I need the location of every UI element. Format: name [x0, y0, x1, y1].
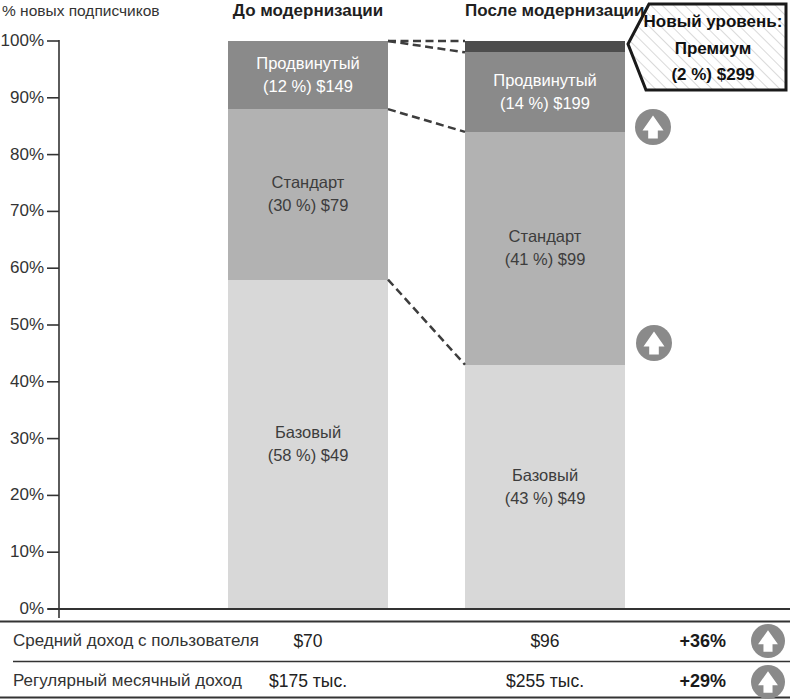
premium-callout: Новый уровень: Премиум (2 %) $299 — [642, 9, 784, 89]
segment-label: Стандарт(30 %) $79 — [228, 109, 388, 279]
y-tick-label: 60% — [0, 258, 44, 278]
bar-segment: Продвинутый(12 %) $149 — [228, 41, 388, 109]
y-tick-label: 80% — [0, 145, 44, 165]
y-tick-label: 100% — [0, 31, 44, 51]
y-tick-label: 40% — [0, 372, 44, 392]
callout-line3: (2 %) $299 — [642, 62, 784, 89]
segment-label: Базовый(58 %) $49 — [228, 280, 388, 609]
bar-column: Базовый(58 %) $49Стандарт(30 %) $79Продв… — [228, 41, 388, 609]
bar-segment — [465, 41, 625, 52]
row-label: Средний доход с пользователя — [13, 621, 259, 661]
bar-segment: Базовый(58 %) $49 — [228, 280, 388, 609]
row-value-after: $96 — [465, 621, 625, 661]
chart-canvas: % новых подписчиков До модернизации Посл… — [0, 0, 790, 699]
bar-segment: Продвинутый(14 %) $199 — [465, 52, 625, 132]
connector-line — [388, 41, 465, 52]
bar-segment: Базовый(43 %) $49 — [465, 365, 625, 609]
callout-line1: Новый уровень: — [642, 9, 784, 36]
bar-segment: Стандарт(41 %) $99 — [465, 132, 625, 365]
column-header-after: После модернизации — [465, 1, 625, 21]
segment-label: Базовый(43 %) $49 — [465, 365, 625, 609]
y-axis-title: % новых подписчиков — [2, 2, 160, 20]
table-row: Средний доход с пользователя $70 $96 +36… — [0, 621, 790, 661]
callout-line2: Премиум — [642, 36, 784, 63]
chart-overlay — [0, 0, 790, 699]
up-arrow-icon — [636, 325, 672, 361]
connector-line — [388, 109, 465, 132]
row-value-before: $175 тыс. — [228, 661, 388, 699]
connector-line — [388, 280, 465, 365]
row-change-badge: +36% — [679, 621, 726, 661]
y-tick-label: 10% — [0, 542, 44, 562]
y-tick-label: 30% — [0, 429, 44, 449]
row-label: Регулярный месячный доход — [13, 661, 242, 699]
up-arrow-icon — [635, 109, 671, 145]
row-change-badge: +29% — [679, 661, 726, 699]
column-header-before: До модернизации — [228, 1, 388, 21]
segment-label: Продвинутый(14 %) $199 — [465, 52, 625, 132]
segment-label: Продвинутый(12 %) $149 — [228, 41, 388, 109]
row-value-after: $255 тыс. — [465, 661, 625, 699]
y-tick-label: 0% — [0, 599, 44, 619]
row-value-before: $70 — [228, 621, 388, 661]
table-row: Регулярный месячный доход $175 тыс. $255… — [0, 661, 790, 699]
y-tick-label: 90% — [0, 88, 44, 108]
y-tick-label: 70% — [0, 201, 44, 221]
bar-column: Базовый(43 %) $49Стандарт(41 %) $99Продв… — [465, 41, 625, 609]
y-tick-label: 50% — [0, 315, 44, 335]
segment-label: Стандарт(41 %) $99 — [465, 132, 625, 365]
y-tick-label: 20% — [0, 485, 44, 505]
bar-segment: Стандарт(30 %) $79 — [228, 109, 388, 279]
